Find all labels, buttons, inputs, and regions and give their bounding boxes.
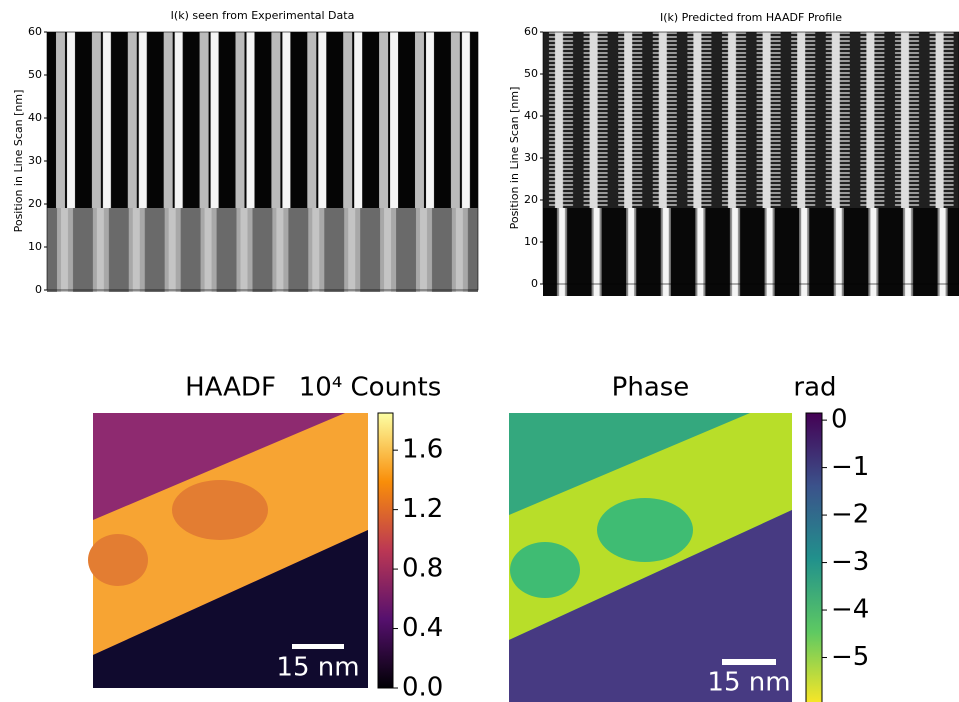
chart-title: I(k) seen from Experimental Data xyxy=(171,9,355,22)
y-tick-label: 40 xyxy=(28,111,42,124)
y-tick-label: 20 xyxy=(28,197,42,210)
y-tick-label: 50 xyxy=(524,67,538,80)
chart-title: HAADF xyxy=(185,373,276,403)
colorbar-tick-label: −5 xyxy=(831,642,869,672)
phase-image xyxy=(509,413,792,702)
y-tick-label: 40 xyxy=(524,109,538,122)
colorbar-label: 10⁴ Counts xyxy=(299,373,442,403)
scale-bar-label: 15 nm xyxy=(276,653,359,683)
colorbar-tick-label: −1 xyxy=(831,452,869,482)
y-tick-label: 60 xyxy=(28,25,42,38)
colorbar xyxy=(377,412,394,689)
colorbar-tick-label: 0.4 xyxy=(402,613,443,643)
y-tick-label: 60 xyxy=(524,25,538,38)
image-panel-1 xyxy=(47,32,478,292)
y-tick-label: 30 xyxy=(28,154,42,167)
chart-title: Phase xyxy=(612,373,690,403)
colorbar-tick-label: −3 xyxy=(831,547,869,577)
y-tick-label: 30 xyxy=(524,151,538,164)
y-axis-label: Position in Line Scan [nm] xyxy=(508,87,521,230)
scale-bar-label: 15 nm xyxy=(707,668,790,698)
image-panel-2 xyxy=(543,32,959,296)
colorbar-tick-label: 0 xyxy=(831,405,848,435)
y-tick-label: 10 xyxy=(524,235,538,248)
chart-title: I(k) Predicted from HAADF Profile xyxy=(660,11,842,24)
colorbar-tick-label: 0.8 xyxy=(402,554,443,584)
colorbar-label: rad xyxy=(793,373,836,403)
y-tick-label: 10 xyxy=(28,240,42,253)
haadf-image xyxy=(88,413,368,688)
y-tick-label: 50 xyxy=(28,68,42,81)
y-tick-label: 20 xyxy=(524,193,538,206)
y-tick-label: 0 xyxy=(531,277,538,290)
colorbar-tick-label: 1.2 xyxy=(402,494,443,524)
colorbar-tick-label: −4 xyxy=(831,595,869,625)
colorbar xyxy=(805,412,823,702)
colorbar-tick-label: 0.0 xyxy=(402,673,443,702)
y-tick-label: 0 xyxy=(35,283,42,296)
colorbar-tick-label: 1.6 xyxy=(402,435,443,465)
colorbar-tick-label: −2 xyxy=(831,500,869,530)
y-axis-label: Position in Line Scan [nm] xyxy=(12,90,25,233)
